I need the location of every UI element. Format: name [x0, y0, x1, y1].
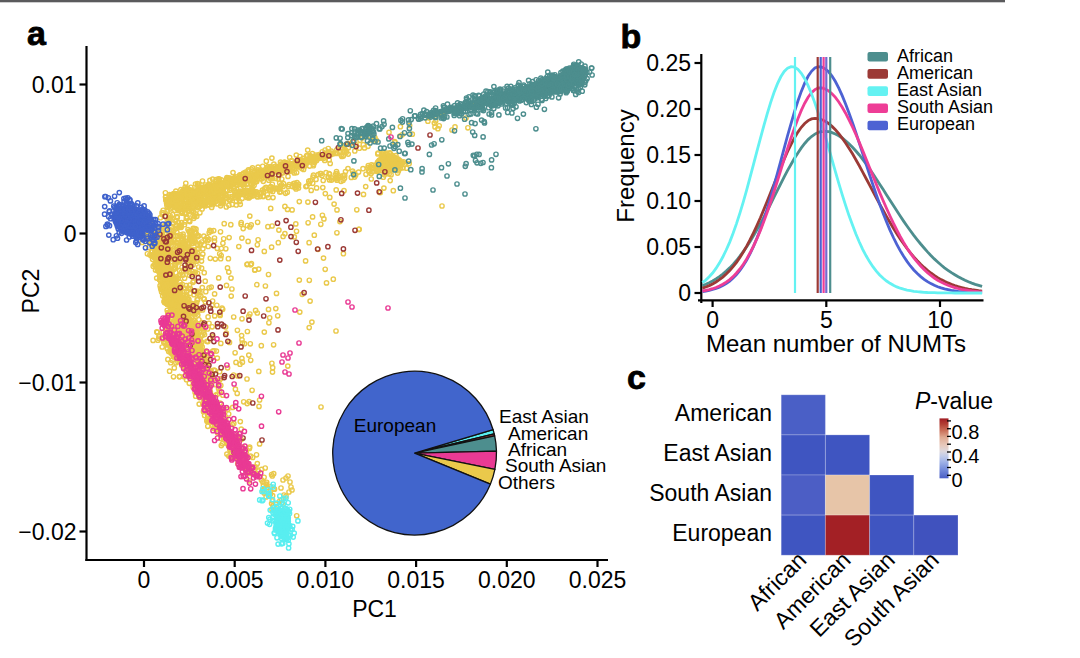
svg-text:Others: Others	[498, 472, 555, 493]
svg-text:0.020: 0.020	[478, 567, 536, 593]
svg-text:0.10: 0.10	[646, 188, 691, 214]
svg-text:−0.02: −0.02	[18, 519, 76, 545]
svg-text:0: 0	[138, 567, 151, 593]
svg-text:European: European	[354, 415, 436, 436]
svg-text:American: American	[675, 400, 772, 426]
svg-text:−0.01: −0.01	[18, 370, 76, 396]
svg-text:Mean number of NUMTs: Mean number of NUMTs	[706, 330, 966, 357]
svg-text:c: c	[627, 358, 646, 396]
svg-text:0.4: 0.4	[952, 445, 980, 467]
svg-text:Frequency: Frequency	[612, 109, 639, 222]
svg-text:a: a	[27, 14, 47, 52]
svg-text:European: European	[897, 114, 975, 134]
svg-text:0.8: 0.8	[952, 421, 980, 443]
svg-text:PC1: PC1	[352, 596, 397, 622]
svg-text:0.015: 0.015	[387, 567, 445, 593]
svg-text:0.05: 0.05	[646, 234, 691, 260]
svg-text:0: 0	[678, 280, 691, 306]
svg-text:0.01: 0.01	[32, 72, 77, 98]
svg-text:0.25: 0.25	[646, 50, 691, 76]
svg-text:b: b	[621, 17, 642, 55]
svg-text:0: 0	[64, 221, 77, 247]
svg-text:0: 0	[952, 469, 963, 491]
svg-text:East Asian: East Asian	[663, 440, 772, 466]
svg-text:0.15: 0.15	[646, 142, 691, 168]
svg-text:PC2: PC2	[18, 269, 44, 314]
svg-text:P-value: P-value	[915, 388, 993, 414]
svg-text:0.025: 0.025	[569, 567, 627, 593]
svg-text:0.20: 0.20	[646, 96, 691, 122]
svg-text:0.010: 0.010	[297, 567, 355, 593]
svg-text:South Asian: South Asian	[649, 480, 772, 506]
svg-text:0.005: 0.005	[206, 567, 264, 593]
svg-text:European: European	[672, 520, 772, 546]
